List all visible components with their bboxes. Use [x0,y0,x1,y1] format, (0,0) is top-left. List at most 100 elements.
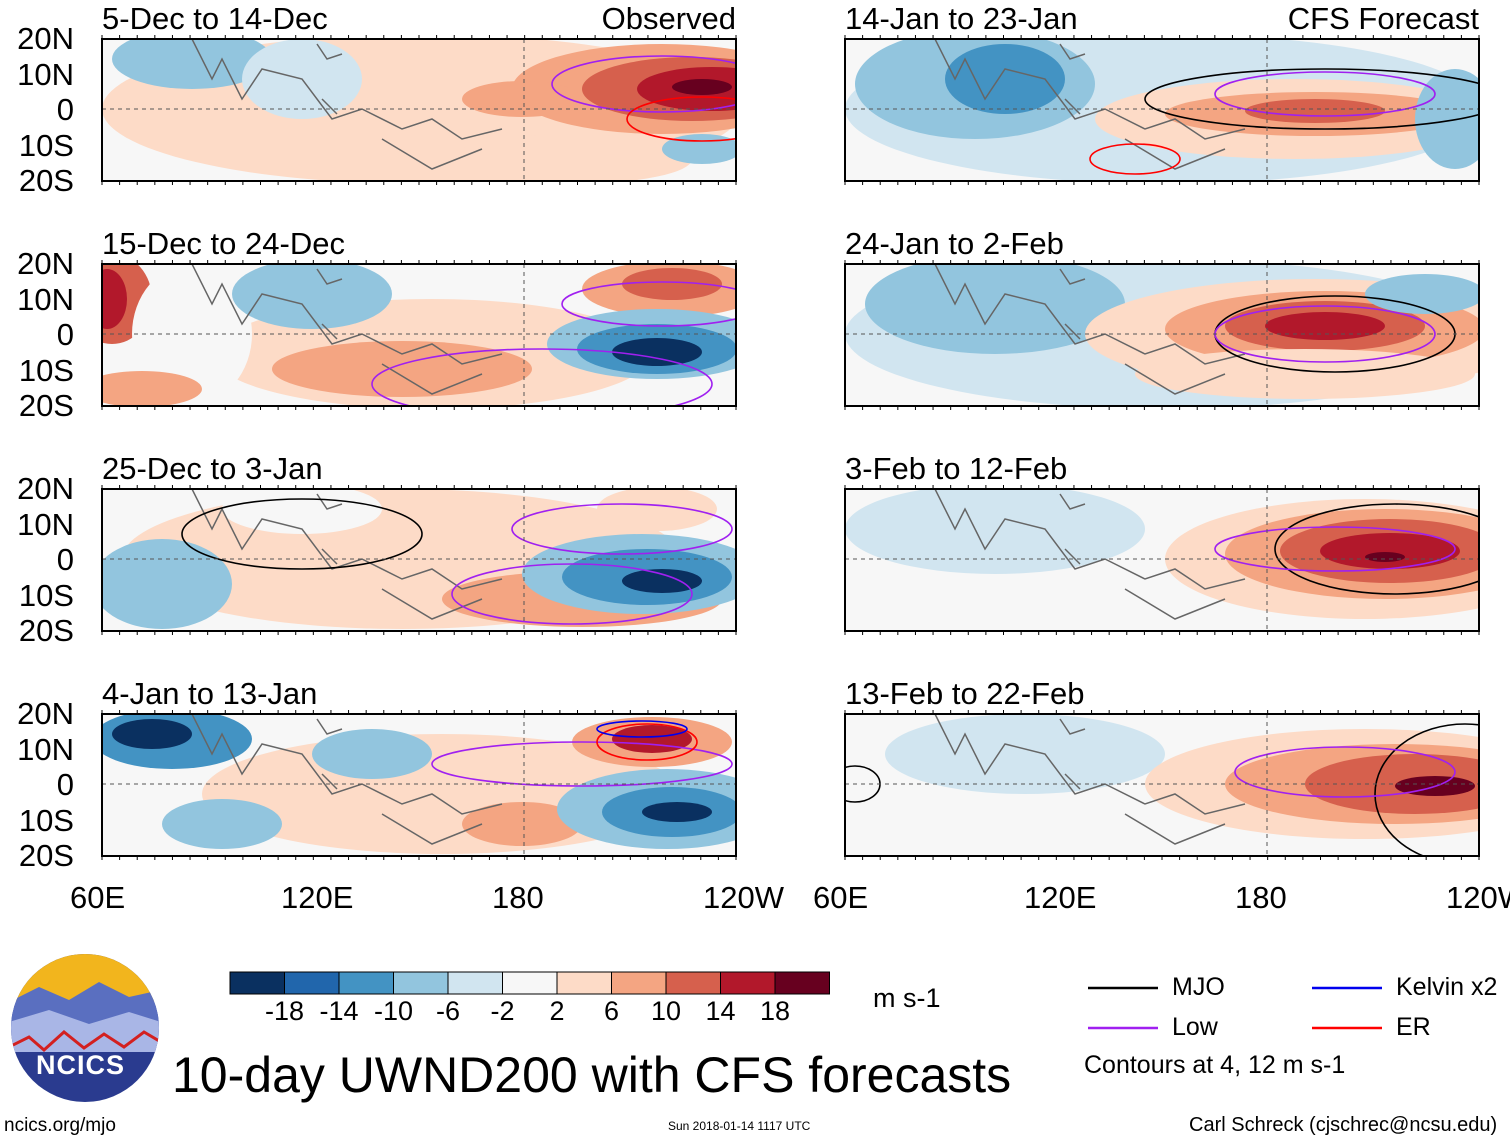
colorbar-swatch [611,971,667,995]
wind-anomaly-region [452,134,692,181]
legend-label: MJO [1172,973,1225,1001]
map-panel [844,35,1480,185]
colorbar-swatch [393,971,449,995]
lat-tick-label: 10S [18,127,74,163]
colorbar-swatch [720,971,776,995]
colorbar-swatch [665,971,721,995]
colorbar-swatch [556,971,612,995]
figure-title: 10-day UWND200 with CFS forecasts [172,1047,1012,1103]
panel-title: 3-Feb to 12-Feb [845,451,1068,486]
colorbar-tick: -10 [373,996,414,1026]
colorbar-tick: 2 [549,996,565,1026]
colorbar-swatch [338,971,394,995]
wind-anomaly-region [845,489,1145,574]
coastline [934,489,1246,590]
source-url[interactable]: ncics.org/mjo [4,1115,116,1136]
lon-tick-label: 120W [1446,880,1510,915]
map-panel [101,260,737,410]
lat-tick-label: 0 [56,317,74,352]
coastline [316,268,483,395]
wind-anomaly-region [1415,69,1479,169]
lat-tick-label: 20N [17,21,74,56]
coastline [934,714,1246,815]
colorbar-tick: -14 [319,996,359,1026]
wind-anomaly-region [272,341,532,397]
lat-tick-label: 10N [17,56,74,92]
lat-tick-label: 20N [17,471,74,506]
contour-line [1234,746,1456,798]
lat-tick-label: 20N [17,696,74,731]
colorbar-swatch [502,971,558,995]
colorbar-tick: 10 [650,996,682,1026]
legend-line-low [1088,1026,1158,1030]
contour-line [596,720,688,738]
lat-tick-label: 20N [17,246,74,281]
colorbar-tick: 6 [603,996,620,1026]
wind-anomaly-region [112,39,272,89]
wind-anomaly-region [102,371,202,406]
map-panel [844,485,1480,635]
wind-anomaly-region [622,268,722,300]
logo-text: NCICS [36,1050,126,1080]
wind-anomaly-region [885,714,1165,794]
wind-anomaly-region [612,338,702,366]
panel-source-tag: Observed [601,1,736,36]
colorbar-swatch [284,971,340,995]
lon-tick-label: 120W [703,880,784,915]
wind-anomaly-region [462,81,582,117]
panel-title: 13-Feb to 22-Feb [845,676,1085,711]
lon-tick-label: 120E [281,880,354,915]
wind-anomaly-region [642,802,712,822]
coastline [934,264,1246,365]
map-panel [101,35,737,185]
wind-anomaly-region [672,79,732,95]
lat-tick-label: 10S [18,577,74,613]
contour-line [451,563,693,625]
colorbar-swatch [229,971,285,995]
wind-anomaly-region [312,729,432,779]
wind-anomaly-region [462,802,582,846]
wind-anomaly-region [1265,312,1385,340]
lat-tick-label: 10S [18,802,74,838]
contour-line [596,723,698,761]
lon-tick-label: 180 [492,880,544,915]
colorbar-tick: -2 [490,996,515,1026]
wind-anomaly-region [222,489,382,534]
panel-title: 25-Dec to 3-Jan [102,451,323,486]
wind-anomaly-region [112,719,192,749]
lat-tick-label: 10N [17,731,74,767]
lat-tick-label: 0 [56,92,74,127]
lon-tick-label: 120E [1024,880,1097,915]
contour-line [371,348,713,406]
lat-tick-label: 20S [18,613,74,648]
contour-line [1214,526,1456,572]
wind-anomaly-region [622,569,702,593]
legend-line-kelvinx2 [1312,986,1382,990]
contour-line [1144,68,1479,130]
legend-label: Kelvin x2 [1396,973,1498,1001]
lon-tick-label: 60E [813,880,869,915]
wind-anomaly-region [162,799,282,849]
colorbar [229,971,830,995]
map-panel [844,710,1480,860]
wind-anomaly-region [1245,99,1385,123]
legend-line-er [1312,1026,1382,1030]
contour-line [511,503,733,555]
lat-tick-label: 10S [18,352,74,388]
legend-label: ER [1396,1013,1431,1041]
wind-anomaly-region [102,539,232,629]
wind-anomaly-region [232,264,392,329]
contours-note: Contours at 4, 12 m s-1 [1084,1051,1346,1079]
contour-line [551,55,736,113]
lon-tick-label: 60E [70,880,126,915]
colorbar-units: m s-1 [873,983,941,1013]
wind-anomaly-region [1365,552,1405,562]
contour-line [561,281,736,327]
panel-title: 5-Dec to 14-Dec [102,1,328,36]
coastline [1059,718,1226,845]
wind-anomaly-region [1135,349,1475,399]
lat-tick-label: 10N [17,506,74,542]
author-credit: Carl Schreck (cjschrec@ncsu.edu) [1189,1114,1498,1136]
coastline [316,718,483,845]
